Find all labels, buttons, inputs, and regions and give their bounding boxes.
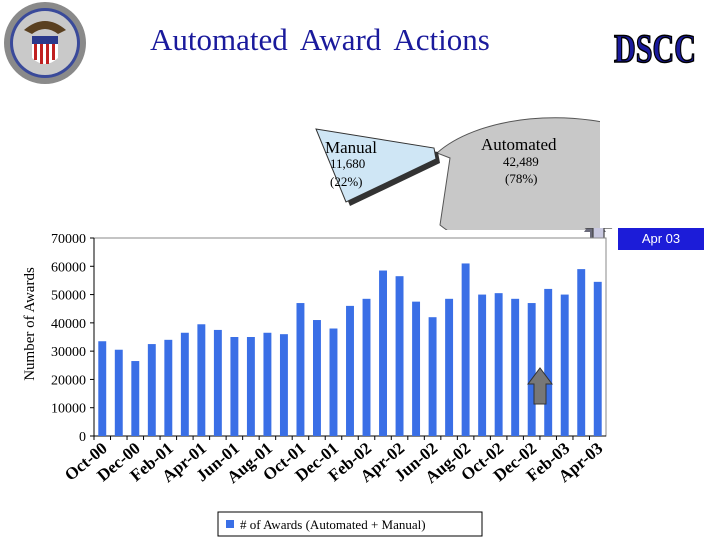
apr-03-badge: Apr 03 — [618, 228, 704, 250]
legend-label: # of Awards (Automated + Manual) — [240, 517, 426, 532]
bar — [511, 298, 520, 436]
bar — [164, 339, 173, 436]
agency-seal — [4, 2, 86, 84]
page-title: Automated Award Actions — [150, 22, 490, 57]
pie-slice-manual — [315, 128, 437, 203]
bar — [379, 270, 387, 436]
y-tick-label: 50000 — [51, 289, 86, 304]
bar — [577, 269, 586, 436]
manual-label: Manual — [325, 138, 377, 157]
pie-chart: Manual 11,680 (22%) Automated 42,489 (78… — [315, 117, 600, 230]
bar — [428, 317, 437, 436]
bar — [560, 294, 569, 436]
legend-swatch — [226, 520, 234, 528]
bar — [461, 263, 470, 436]
dscc-logo-text: DSCC — [614, 26, 696, 71]
y-tick-label: 70000 — [51, 232, 86, 247]
bar — [445, 298, 454, 436]
up-arrow-icon-middle — [527, 367, 553, 405]
bar — [246, 337, 255, 436]
bar — [395, 276, 404, 436]
bar — [230, 337, 239, 436]
automated-label: Automated — [481, 135, 557, 154]
bar — [180, 332, 189, 436]
y-axis-title: Number of Awards — [22, 267, 38, 381]
bar — [362, 298, 371, 436]
bar — [114, 349, 123, 436]
y-tick-label: 20000 — [51, 373, 86, 388]
bar — [494, 293, 503, 436]
bar — [131, 361, 140, 436]
pie-slice-automated — [436, 117, 600, 230]
bar — [279, 334, 288, 436]
y-tick-label: 0 — [79, 430, 86, 445]
bar — [263, 332, 272, 436]
automated-percent: (78%) — [505, 171, 538, 186]
bar — [329, 328, 338, 436]
y-tick-label: 30000 — [51, 345, 86, 360]
y-tick-label: 40000 — [51, 317, 86, 332]
bar — [544, 288, 553, 436]
bar — [346, 305, 354, 436]
bar — [478, 294, 487, 436]
bar — [98, 341, 107, 436]
bar — [197, 324, 206, 436]
y-tick-label: 10000 — [51, 402, 86, 417]
manual-value: 11,680 — [330, 156, 365, 171]
legend: # of Awards (Automated + Manual) — [217, 511, 483, 537]
plot-area: 010000200003000040000500006000070000Oct-… — [51, 232, 607, 487]
bar — [213, 329, 222, 436]
dscc-logo: DSCC — [613, 25, 697, 72]
automated-value: 42,489 — [503, 154, 539, 169]
bar — [593, 281, 602, 436]
y-tick-label: 60000 — [51, 260, 86, 275]
bar — [527, 303, 536, 436]
bar — [313, 320, 321, 436]
manual-percent: (22%) — [330, 174, 363, 189]
bar — [147, 344, 156, 436]
bar — [296, 303, 305, 436]
bar — [412, 301, 421, 436]
bar-chart: 010000200003000040000500006000070000Oct-… — [22, 228, 613, 537]
